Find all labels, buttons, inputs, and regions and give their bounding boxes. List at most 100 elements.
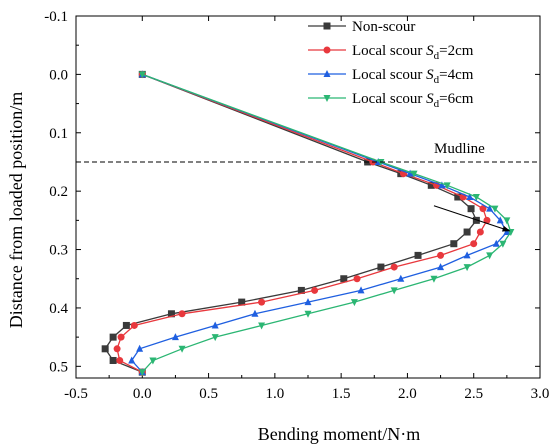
data-point bbox=[258, 322, 266, 330]
legend-marker bbox=[323, 70, 331, 77]
data-point bbox=[443, 182, 451, 190]
data-point bbox=[109, 333, 117, 341]
data-point bbox=[357, 286, 365, 294]
legend-marker bbox=[323, 46, 331, 54]
data-point bbox=[470, 240, 478, 248]
data-point bbox=[113, 345, 121, 353]
data-point bbox=[171, 333, 179, 341]
series-3 bbox=[138, 71, 515, 377]
data-point bbox=[377, 263, 385, 271]
data-point bbox=[491, 205, 499, 213]
y-tick-label: 0.3 bbox=[49, 243, 68, 259]
y-tick-label: 0.2 bbox=[49, 184, 68, 200]
legend-label: Non-scour bbox=[352, 19, 415, 35]
x-tick-label: 3.0 bbox=[531, 386, 550, 402]
data-point bbox=[450, 240, 458, 248]
data-point bbox=[136, 344, 144, 352]
data-point bbox=[437, 263, 445, 271]
x-tick-label: 0.0 bbox=[133, 386, 152, 402]
data-point bbox=[496, 216, 504, 224]
series-2 bbox=[128, 70, 511, 376]
data-point bbox=[492, 239, 500, 247]
x-tick-label: 0.5 bbox=[199, 386, 218, 402]
x-tick-label: 2.5 bbox=[464, 386, 483, 402]
legend: Non-scour Local scour Sd=2cm Local scour S… bbox=[308, 19, 474, 110]
data-point bbox=[486, 252, 494, 260]
data-point bbox=[130, 321, 138, 329]
series-1 bbox=[113, 70, 491, 376]
x-tick-label: 1.5 bbox=[332, 386, 351, 402]
data-point bbox=[149, 357, 157, 365]
data-point bbox=[479, 205, 487, 213]
data-point bbox=[406, 169, 414, 177]
y-tick-label: 0.1 bbox=[49, 126, 68, 142]
data-point bbox=[476, 228, 484, 236]
data-point bbox=[116, 356, 124, 364]
legend-marker bbox=[323, 95, 331, 102]
data-point bbox=[350, 299, 358, 307]
data-point bbox=[499, 240, 507, 248]
data-point bbox=[483, 216, 491, 224]
data-point bbox=[101, 345, 109, 353]
data-point bbox=[466, 193, 474, 200]
data-point bbox=[437, 251, 445, 259]
series-0 bbox=[101, 70, 480, 376]
data-point bbox=[486, 204, 494, 212]
data-point bbox=[340, 275, 348, 283]
data-point bbox=[251, 309, 259, 317]
data-point bbox=[463, 228, 471, 236]
data-point bbox=[304, 298, 312, 306]
data-point bbox=[454, 193, 462, 201]
data-point bbox=[122, 321, 130, 329]
data-point bbox=[390, 263, 398, 271]
mudline-label: Mudline bbox=[434, 141, 485, 157]
series-line bbox=[116, 73, 488, 373]
y-axis-title: Distance from loaded position/m bbox=[6, 92, 26, 328]
legend-item: Local scour Sd=6cm bbox=[308, 91, 474, 110]
x-axis-title: Bending moment/N·m bbox=[258, 424, 420, 444]
data-point bbox=[117, 333, 125, 341]
data-point bbox=[211, 334, 219, 342]
legend-label: Local scour Sd=2cm bbox=[352, 43, 474, 62]
y-tick-label: 0.0 bbox=[49, 67, 68, 83]
data-point bbox=[167, 310, 175, 318]
data-point bbox=[427, 181, 435, 189]
series-line bbox=[104, 73, 478, 373]
data-point bbox=[397, 274, 405, 282]
data-point bbox=[128, 356, 136, 364]
data-point bbox=[211, 321, 219, 329]
x-tick-label: 2.0 bbox=[398, 386, 417, 402]
annotation-layer: Mudline bbox=[76, 141, 540, 232]
data-point bbox=[410, 170, 418, 178]
data-point bbox=[438, 181, 446, 189]
data-point bbox=[463, 251, 471, 259]
data-point bbox=[430, 275, 438, 283]
y-tick-label: -0.1 bbox=[44, 9, 68, 25]
x-tick-label: 1.0 bbox=[265, 386, 284, 402]
series-line bbox=[130, 73, 508, 373]
series-layer bbox=[101, 70, 515, 377]
data-point bbox=[414, 251, 422, 259]
y-tick-label: 0.5 bbox=[49, 359, 68, 375]
data-point bbox=[503, 228, 511, 236]
data-point bbox=[258, 298, 266, 306]
trend-arrow bbox=[433, 205, 511, 232]
data-point bbox=[503, 217, 511, 225]
legend-marker bbox=[323, 22, 331, 30]
legend-item: Local scour Sd=4cm bbox=[308, 67, 474, 86]
data-point bbox=[109, 356, 117, 364]
data-point bbox=[138, 369, 146, 377]
series-line bbox=[141, 73, 512, 373]
data-point bbox=[390, 287, 398, 295]
legend-item: Local scour Sd=2cm bbox=[308, 43, 474, 62]
axes: -0.5 0.0 0.5 1.0 1.5 2.0 2.5 3.0 -0.1 0.0 0.1 0.2 0.… bbox=[44, 9, 549, 402]
data-point bbox=[304, 310, 312, 318]
data-point bbox=[138, 71, 146, 79]
data-point bbox=[297, 286, 305, 294]
legend-label: Local scour Sd=6cm bbox=[352, 91, 474, 110]
legend-item: Non-scour bbox=[308, 19, 415, 35]
data-point bbox=[353, 275, 361, 283]
data-point bbox=[178, 310, 186, 318]
data-point bbox=[311, 286, 319, 294]
